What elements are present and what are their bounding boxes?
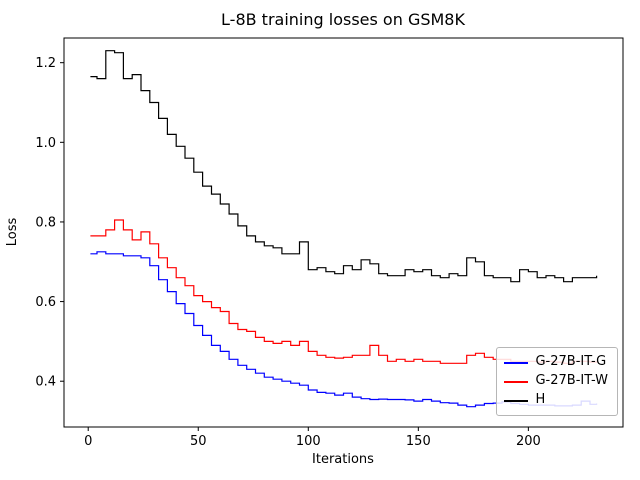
legend-label: G-27B-IT-W [535,373,608,389]
axes-frame [63,37,624,428]
series-line-g-27b-it-w [90,219,598,364]
x-axis-label: Iterations [312,452,374,467]
y-axis-label: Loss [5,218,20,247]
x-tick-label: 200 [516,434,541,449]
y-tick-label: 0.4 [35,375,56,390]
legend-item: H [504,391,608,410]
y-tick-label: 1.2 [35,56,56,71]
axis-ticks: 0 50 100 150 200 0.4 0.6 0.8 1.0 1.2 [35,56,540,449]
chart-title: L-8B training losses on GSM8K [221,10,465,29]
y-tick-label: 0.6 [35,295,56,310]
legend-label: H [535,392,546,408]
x-tick-label: 150 [406,434,431,449]
legend-line-swatch-blue [504,361,529,364]
legend-line-swatch-black [504,399,529,402]
legend-line-swatch-red [504,380,529,383]
x-tick-label: 100 [296,434,321,449]
legend: G-27B-IT-G G-27B-IT-W H [496,347,618,416]
legend-item: G-27B-IT-W [504,372,608,391]
series-line-h [90,50,598,283]
y-tick-label: 0.8 [35,215,56,230]
legend-item: G-27B-IT-G [504,353,608,372]
legend-label: G-27B-IT-G [535,354,607,370]
x-tick-label: 50 [190,434,207,449]
y-tick-label: 1.0 [35,136,56,151]
x-tick-label: 0 [84,434,92,449]
